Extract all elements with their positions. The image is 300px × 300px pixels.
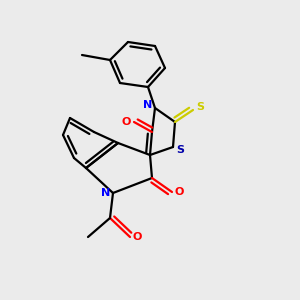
Text: O: O	[174, 187, 184, 197]
Text: N: N	[143, 100, 153, 110]
Text: N: N	[101, 188, 111, 198]
Text: S: S	[176, 145, 184, 155]
Text: O: O	[121, 117, 131, 127]
Text: O: O	[132, 232, 142, 242]
Text: S: S	[196, 102, 204, 112]
